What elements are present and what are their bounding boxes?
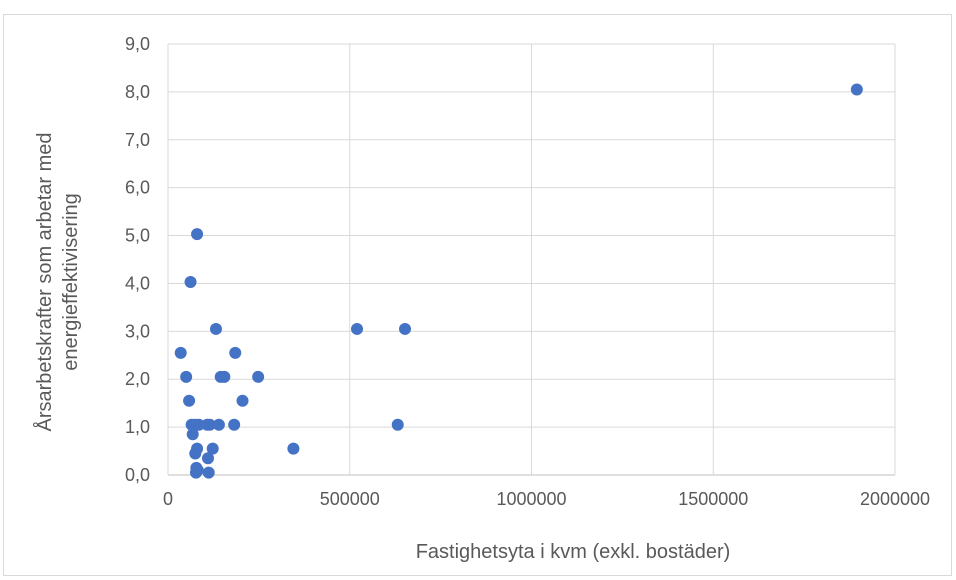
- y-tick-label: 0,0: [125, 465, 150, 485]
- x-axis-tick-labels: 0 500000 1000000 1500000 2000000: [163, 489, 930, 509]
- data-point: [180, 370, 193, 383]
- data-point: [399, 322, 412, 335]
- data-point: [252, 370, 265, 383]
- x-tick-label: 500000: [320, 489, 380, 509]
- data-point: [192, 418, 205, 431]
- data-point: [236, 394, 249, 407]
- data-point: [186, 428, 199, 441]
- data-point: [209, 322, 222, 335]
- data-point: [212, 418, 225, 431]
- data-point: [287, 442, 300, 455]
- x-tick-label: 0: [163, 489, 173, 509]
- y-tick-label: 7,0: [125, 130, 150, 150]
- data-point: [850, 83, 863, 96]
- data-point: [183, 394, 196, 407]
- data-point: [202, 466, 215, 479]
- data-point: [228, 418, 241, 431]
- data-point: [189, 447, 202, 460]
- y-tick-label: 1,0: [125, 417, 150, 437]
- data-point: [351, 322, 364, 335]
- data-points: [174, 83, 863, 479]
- data-point: [391, 418, 404, 431]
- data-point: [191, 228, 204, 241]
- y-tick-label: 9,0: [125, 34, 150, 54]
- y-tick-label: 5,0: [125, 226, 150, 246]
- data-point: [206, 442, 219, 455]
- y-tick-label: 4,0: [125, 273, 150, 293]
- y-tick-label: 6,0: [125, 178, 150, 198]
- gridlines: [167, 43, 896, 476]
- x-axis-title: Fastighetsyta i kvm (exkl. bostäder): [416, 541, 731, 563]
- data-point: [229, 346, 242, 359]
- y-axis-title-line-1: Årsarbetskrafter som arbetar med: [33, 133, 56, 432]
- x-tick-label: 1500000: [678, 489, 748, 509]
- x-tick-label: 1000000: [496, 489, 566, 509]
- y-tick-label: 2,0: [125, 369, 150, 389]
- x-tick-label: 2000000: [860, 489, 930, 509]
- chart-area: [3, 14, 952, 576]
- y-axis-tick-labels: 0,0 1,0 2,0 3,0 4,0 5,0 6,0 7,0 8,0 9,0: [125, 34, 150, 485]
- data-point: [174, 346, 187, 359]
- y-tick-label: 8,0: [125, 82, 150, 102]
- y-axis-title-line-2: energieffektivisering: [60, 193, 82, 371]
- data-point: [203, 418, 216, 431]
- data-point: [184, 276, 197, 289]
- data-point: [201, 452, 214, 465]
- data-point: [189, 466, 202, 479]
- data-point: [218, 370, 231, 383]
- y-tick-label: 3,0: [125, 321, 150, 341]
